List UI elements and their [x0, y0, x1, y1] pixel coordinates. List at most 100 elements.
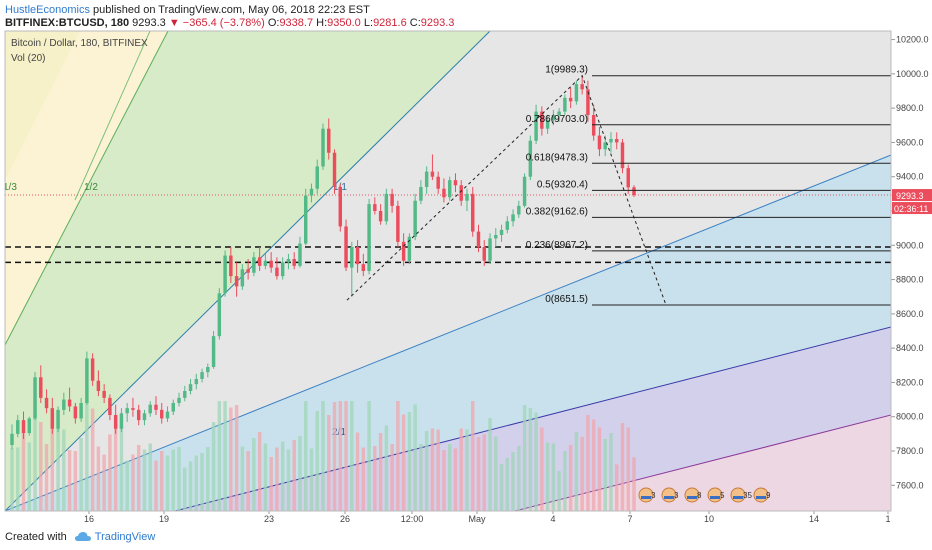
volume-bar: [165, 455, 170, 511]
volume-bar: [125, 460, 129, 511]
candle-body: [476, 231, 481, 247]
candle-body: [401, 241, 406, 261]
ohlc-high-value: 9350.0: [327, 17, 361, 29]
candle-body: [465, 193, 469, 201]
candle-body: [131, 408, 135, 410]
volume-bar: [39, 422, 43, 511]
countdown-tag: [892, 202, 932, 215]
candle-body: [430, 171, 435, 177]
candle-body: [321, 128, 325, 167]
candle-body: [355, 247, 360, 265]
candle-body: [361, 264, 366, 271]
volume-bar: [390, 444, 394, 511]
y-tick-label: 8400.0: [896, 343, 924, 353]
symbol-line: BITFINEX:BTCUSD, 180 9293.3 ▼ −365.4 (−3…: [5, 17, 454, 29]
volume-bar: [350, 401, 354, 511]
volume-bar: [240, 446, 245, 511]
volume-bar: [10, 448, 14, 511]
candle-body: [142, 413, 147, 421]
candle-body: [56, 409, 60, 429]
volume-bar: [332, 402, 337, 511]
volume-bars: [10, 401, 636, 511]
x-tick-label: 12:00: [401, 514, 424, 524]
volume-bar: [50, 413, 55, 511]
fan-line-1-2: [74, 31, 151, 201]
candle-body: [511, 214, 515, 222]
candle-body: [217, 293, 222, 337]
y-tick-label: 9400.0: [896, 172, 924, 182]
event-marker-count: 35: [743, 491, 752, 500]
candle-body: [447, 180, 452, 198]
volume-bar: [67, 450, 72, 511]
created-with-text: Created with: [5, 531, 67, 543]
y-tick-label: 8000.0: [896, 412, 924, 422]
volume-bar: [591, 419, 596, 511]
candle-body: [384, 193, 389, 222]
volume-bar: [344, 401, 348, 511]
ohlc-close-label: C:: [409, 17, 421, 29]
candle-body: [298, 243, 302, 266]
author-link[interactable]: HustleEconomics: [5, 4, 90, 16]
volume-bar: [447, 444, 452, 511]
volume-legend: Vol (20): [11, 53, 45, 64]
candle-body: [154, 404, 158, 410]
volume-bar: [154, 460, 158, 511]
volume-bar: [505, 458, 510, 511]
candle-body: [200, 372, 204, 379]
candle-body: [396, 205, 400, 242]
volume-bar: [551, 443, 556, 511]
x-tick-label: 23: [264, 514, 274, 524]
volume-bar: [160, 451, 164, 511]
candle-body: [332, 152, 337, 187]
volume-bar: [223, 401, 227, 511]
horizontal-levels: [5, 194, 891, 264]
y-tick-label: 7600.0: [896, 480, 924, 490]
candle-body: [591, 115, 596, 136]
volume-bar: [453, 448, 458, 511]
fibonacci-retracement[interactable]: 1(9989.3) 0.786(9703.0) 0.618(9478.3) 0.5(9…: [346, 65, 891, 306]
y-tick-label: 8800.0: [896, 275, 924, 285]
volume-bar: [476, 437, 481, 511]
volume-bar: [229, 407, 233, 511]
candle-body: [33, 377, 37, 419]
volume-bar: [136, 445, 141, 511]
fib-level-label: 1(9989.3): [545, 65, 588, 76]
volume-bar: [609, 433, 613, 511]
candle-body: [453, 180, 458, 186]
fan-line-1-3: [5, 31, 169, 346]
candle-body: [39, 377, 43, 398]
tradingview-link[interactable]: TradingView: [94, 531, 156, 543]
y-tick-label: 9800.0: [896, 103, 924, 113]
volume-bar: [321, 401, 325, 511]
price-change: ▼ −365.4 (−3.78%): [168, 17, 265, 29]
volume-bar: [424, 431, 429, 511]
volume-bar: [131, 454, 135, 511]
candle-body: [413, 200, 417, 237]
volume-bar: [574, 432, 579, 511]
candle-body: [263, 260, 268, 266]
volume-bar: [545, 442, 550, 511]
fan-line-2-1: [5, 154, 891, 511]
volume-bar: [62, 429, 66, 511]
volume-bar: [603, 439, 607, 511]
event-markers[interactable]: 3 3 8 5 35 9: [638, 487, 771, 503]
candle-body: [119, 413, 124, 429]
volume-bar: [459, 428, 463, 511]
candle-body: [344, 226, 348, 268]
candle-body: [188, 384, 193, 391]
candle-body: [459, 185, 463, 201]
volume-bar: [540, 427, 544, 511]
x-tick-label: 7: [627, 514, 632, 524]
fib-level-label: 0.618(9478.3): [526, 152, 588, 163]
fib-level-label: 0.786(9703.0): [526, 114, 588, 125]
candle-body: [580, 84, 584, 90]
candle-body: [517, 205, 521, 215]
last-price: 9293.3: [132, 17, 166, 29]
candle-body: [183, 391, 187, 398]
candle-body: [373, 204, 377, 211]
candle-body: [21, 420, 26, 433]
candle-body: [292, 259, 296, 266]
candle-body: [240, 269, 245, 287]
x-tick-label: 1: [885, 514, 890, 524]
